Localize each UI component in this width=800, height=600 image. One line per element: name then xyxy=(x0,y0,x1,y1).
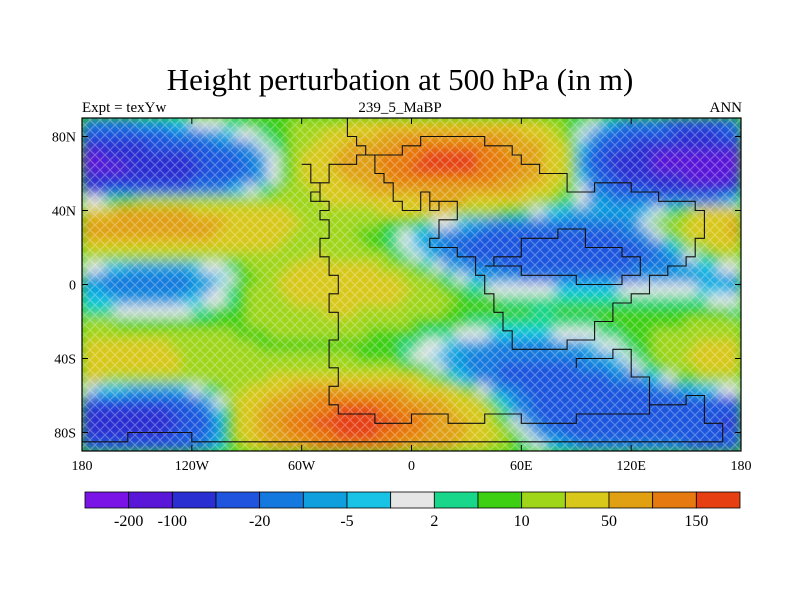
colorbar-box xyxy=(652,491,697,509)
colorbar-box xyxy=(390,491,435,509)
coastline-layer xyxy=(82,118,724,443)
y-tick-label: 40N xyxy=(52,205,76,220)
subtitle-center: 239_5_MaBP xyxy=(358,100,442,116)
x-tick-label: 120E xyxy=(616,459,646,470)
x-tick-label: 180 xyxy=(72,459,93,470)
x-tick-label: 60E xyxy=(510,459,533,470)
colorbar-label: 50 xyxy=(601,513,617,530)
y-axis: 80N 40N 0 40S 80S xyxy=(52,131,741,442)
colorbar-box xyxy=(128,491,173,509)
y-tick-label: 80N xyxy=(52,131,76,146)
colorbar-box xyxy=(521,491,566,509)
contour-map: 180 120W 60W 0 60E 120E 180 80N 40N 0 40S 80S xyxy=(52,117,752,470)
coastline xyxy=(575,348,651,405)
hatch-overlay xyxy=(82,118,741,451)
coastline xyxy=(484,228,641,286)
x-tick-label: 0 xyxy=(408,459,415,470)
field-layer xyxy=(82,118,741,451)
x-axis: 180 120W 60W 0 60E 120E 180 xyxy=(72,118,752,470)
colorbar-label: 150 xyxy=(684,513,708,530)
colorbar-labels: -200 -100 -20 -5 2 10 50 150 xyxy=(114,513,708,530)
colorbar-boxes xyxy=(84,491,741,509)
coastline xyxy=(82,118,724,443)
colorbar-box xyxy=(84,491,130,509)
colorbar-box xyxy=(346,491,392,509)
subtitle-left: Expt = texYw xyxy=(82,100,167,116)
colorbar-label: -200 xyxy=(114,513,143,530)
x-tick-label: 180 xyxy=(731,459,752,470)
colorbar-box xyxy=(564,491,610,509)
colorbar-box xyxy=(171,491,217,509)
colorbar-box xyxy=(259,491,304,509)
y-tick-label: 40S xyxy=(54,353,76,368)
y-tick-label: 80S xyxy=(54,427,76,442)
colorbar-label: -5 xyxy=(340,513,353,530)
colorbar-box xyxy=(477,491,523,509)
coastline xyxy=(310,191,320,202)
colorbar-box xyxy=(608,491,654,509)
colorbar-label: -100 xyxy=(158,513,187,530)
chart-title: Height perturbation at 500 hPa (in m) xyxy=(166,62,634,97)
y-tick-label: 0 xyxy=(69,279,76,294)
x-tick-label: 120W xyxy=(175,459,210,470)
colorbar-label: 2 xyxy=(430,513,438,530)
x-tick-label: 60W xyxy=(288,459,316,470)
colorbar-label: -20 xyxy=(249,513,270,530)
subtitle-right: ANN xyxy=(709,100,743,116)
colorbar-box xyxy=(433,491,479,509)
colorbar-box xyxy=(215,491,261,509)
colorbar-label: 10 xyxy=(514,513,530,530)
colorbar-box xyxy=(695,491,741,509)
colorbar-box xyxy=(302,491,348,509)
coastline xyxy=(301,163,320,184)
